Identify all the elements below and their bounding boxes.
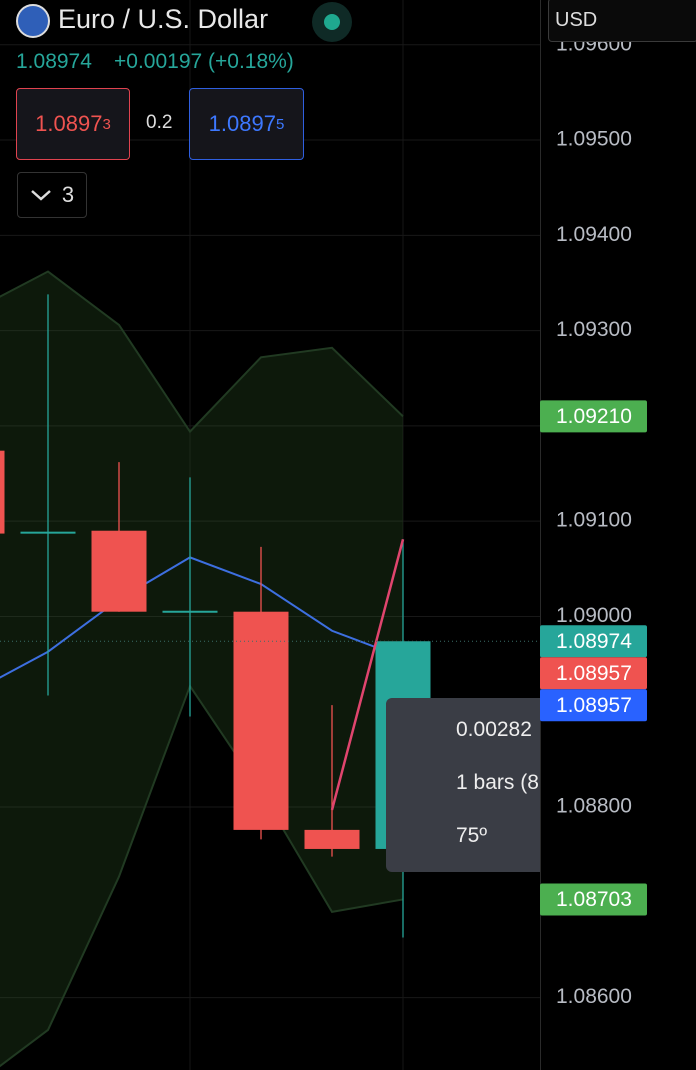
- y-tick-label: 1.09100: [556, 509, 632, 532]
- sell-pip: 3: [102, 115, 111, 133]
- indicators-count: 3: [61, 182, 75, 207]
- y-tick-label: 1.08600: [556, 985, 632, 1008]
- status: [312, 2, 352, 42]
- tooltip-line: 75º: [456, 824, 488, 847]
- indicators-toggle[interactable]: 3: [17, 172, 87, 218]
- candle-body: [304, 829, 360, 849]
- price-label: 1.08703: [556, 888, 632, 911]
- price-label-box: [540, 883, 647, 916]
- y-tick-label: 1.09300: [556, 318, 632, 341]
- price-label: 1.08957: [556, 694, 632, 717]
- price-label-box: [540, 657, 647, 690]
- trend-line: [330, 538, 405, 811]
- candle-body: [0, 450, 5, 534]
- buy-price: 1.0897: [208, 111, 276, 136]
- candle-body: [162, 610, 218, 613]
- price-label-box: [540, 400, 647, 433]
- symbol[interactable]: Euro / U.S. Dollar: [58, 4, 269, 34]
- price-label-box: [540, 625, 647, 658]
- price-label: 1.09210: [556, 405, 632, 428]
- change: +0.00197 (+0.18%): [114, 50, 294, 73]
- candle-body: [233, 611, 289, 830]
- y-tick-label: 1.09000: [556, 604, 632, 627]
- buy-button[interactable]: 1.0897 5: [189, 88, 304, 160]
- price-label-box: [540, 689, 647, 722]
- band-line: [0, 270, 404, 434]
- tooltip-line: 1 bars (8: [456, 771, 539, 794]
- last-price: 1.08974: [16, 50, 92, 73]
- price-label: 1.08957: [556, 662, 632, 685]
- flag-icon: [16, 4, 50, 38]
- buy-pip: 5: [275, 115, 285, 133]
- band-fill: [0, 271, 403, 1067]
- currency-select[interactable]: USD: [548, 0, 696, 42]
- chevron: [31, 190, 51, 201]
- sell-price: 1.0897: [35, 111, 103, 136]
- y-tick-label: 1.09500: [556, 128, 632, 151]
- candle-body: [20, 531, 76, 534]
- y-tick-label: 1.08800: [556, 795, 632, 818]
- measure-tooltip: 0.00282 1 bars (8 75º: [386, 698, 540, 872]
- tooltip-line: 0.00282: [456, 718, 532, 741]
- sell-button[interactable]: 1.0897 3: [16, 88, 130, 160]
- spread: 0.2: [146, 112, 173, 133]
- y-tick-label: 1.09400: [556, 223, 632, 246]
- candle-body: [91, 530, 147, 612]
- price-label: 1.08974: [556, 630, 632, 653]
